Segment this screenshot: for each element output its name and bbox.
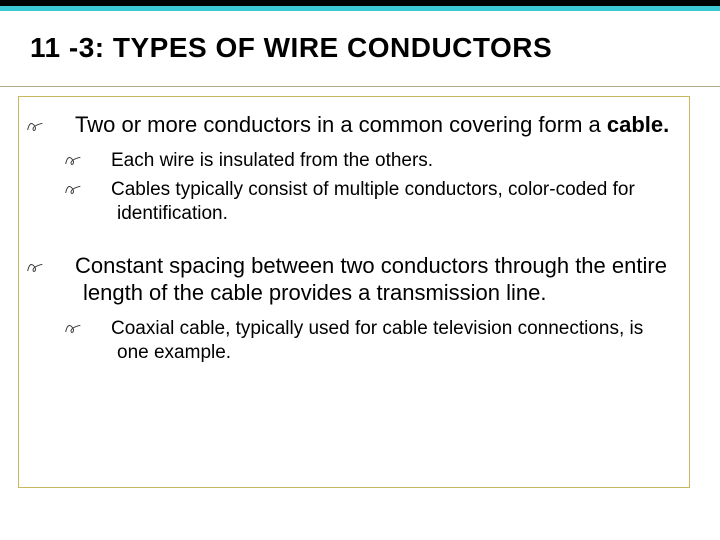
bullet-1a-text: Each wire is insulated from the others. — [111, 150, 433, 171]
spacer — [33, 232, 675, 246]
bullet-2a-text: Coaxial cable, typically used for cable … — [111, 318, 643, 363]
script-bullet-icon — [91, 149, 111, 173]
bullet-1a: Each wire is insulated from the others. — [33, 149, 675, 173]
bullet-2a: Coaxial cable, typically used for cable … — [33, 317, 675, 365]
bullet-2: Constant spacing between two conductors … — [33, 252, 675, 307]
top-cyan-stripe — [0, 6, 720, 11]
bullet-1-text-bold: cable. — [607, 112, 669, 137]
content-box: Two or more conductors in a common cover… — [18, 96, 690, 488]
bullet-1b: Cables typically consist of multiple con… — [33, 178, 675, 226]
bullet-1b-text: Cables typically consist of multiple con… — [111, 179, 635, 224]
bullet-1-text-pre: Two or more conductors in a common cover… — [75, 112, 607, 137]
bullet-2-text: Constant spacing between two conductors … — [75, 253, 667, 306]
slide-title: 11 -3: TYPES OF WIRE CONDUCTORS — [30, 32, 552, 64]
script-bullet-icon — [55, 252, 75, 280]
bullet-1: Two or more conductors in a common cover… — [33, 111, 675, 139]
script-bullet-icon — [91, 178, 111, 202]
script-bullet-icon — [55, 111, 75, 139]
title-divider — [0, 86, 720, 87]
script-bullet-icon — [91, 317, 111, 341]
